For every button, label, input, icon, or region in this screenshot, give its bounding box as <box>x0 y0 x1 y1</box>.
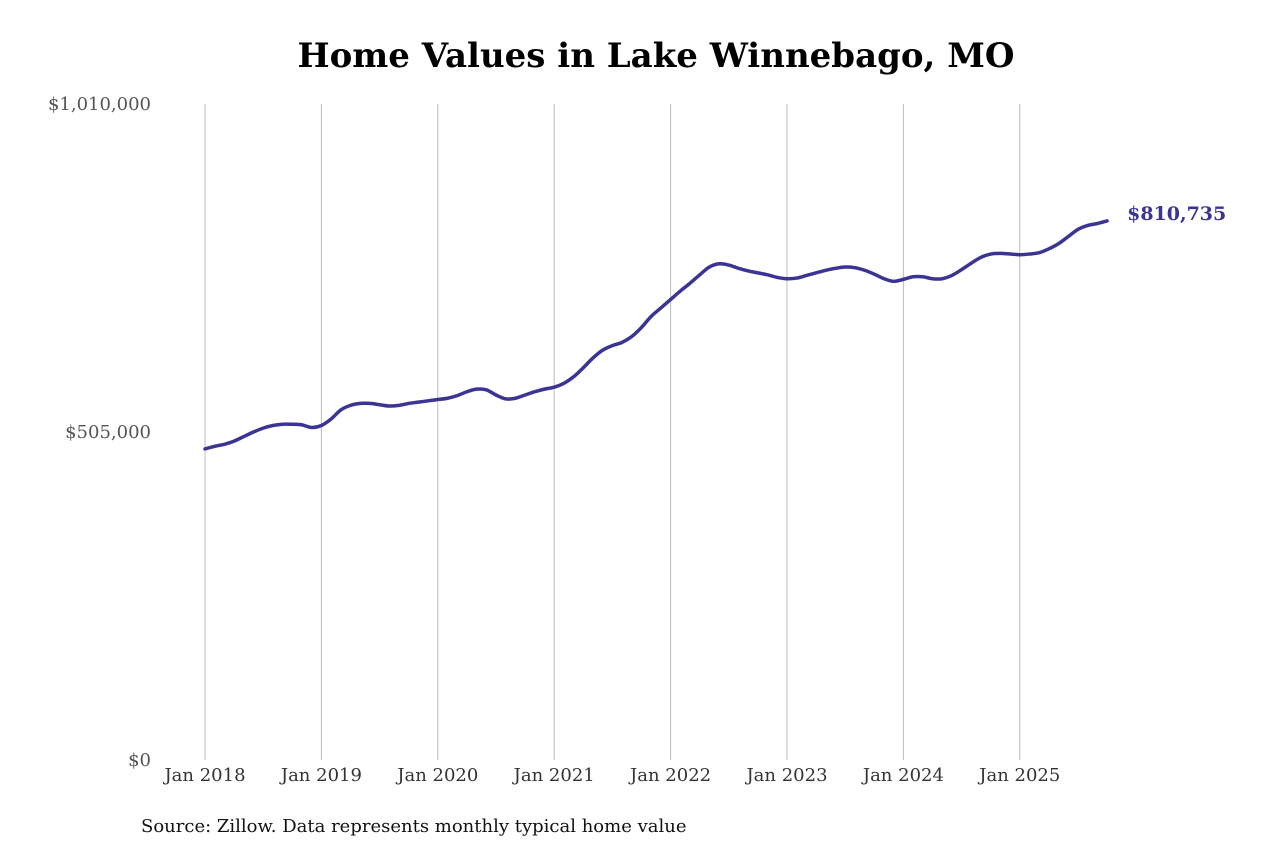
x-tick-label: Jan 2023 <box>744 765 827 786</box>
x-tick-label: Jan 2022 <box>628 765 711 786</box>
y-axis-tick-labels: $0 $505,000 $1,010,000 <box>48 94 151 771</box>
series-layer <box>203 219 1109 451</box>
y-tick-label: $0 <box>128 750 151 771</box>
x-tick-label: Jan 2021 <box>512 765 595 786</box>
series-line-0 <box>203 219 1109 451</box>
x-tick-label: Jan 2020 <box>395 765 478 786</box>
x-tick-label: Jan 2018 <box>162 765 245 786</box>
y-tick-label: $505,000 <box>65 422 151 443</box>
x-tick-label: Jan 2025 <box>977 765 1060 786</box>
x-tick-label: Jan 2019 <box>279 765 362 786</box>
source-note: Source: Zillow. Data represents monthly … <box>141 816 687 837</box>
end-label-layer: $810,735 <box>1127 203 1226 225</box>
x-tick-label: Jan 2024 <box>861 765 944 786</box>
y-tick-label: $1,010,000 <box>48 94 151 115</box>
x-axis-tick-labels: Jan 2018 Jan 2019 Jan 2020 Jan 2021 Jan 2022… <box>162 765 1060 786</box>
chart-title: Home Values in Lake Winnebago, MO <box>297 36 1015 76</box>
vertical-gridlines <box>204 104 1021 760</box>
end-value-label: $810,735 <box>1127 203 1226 225</box>
